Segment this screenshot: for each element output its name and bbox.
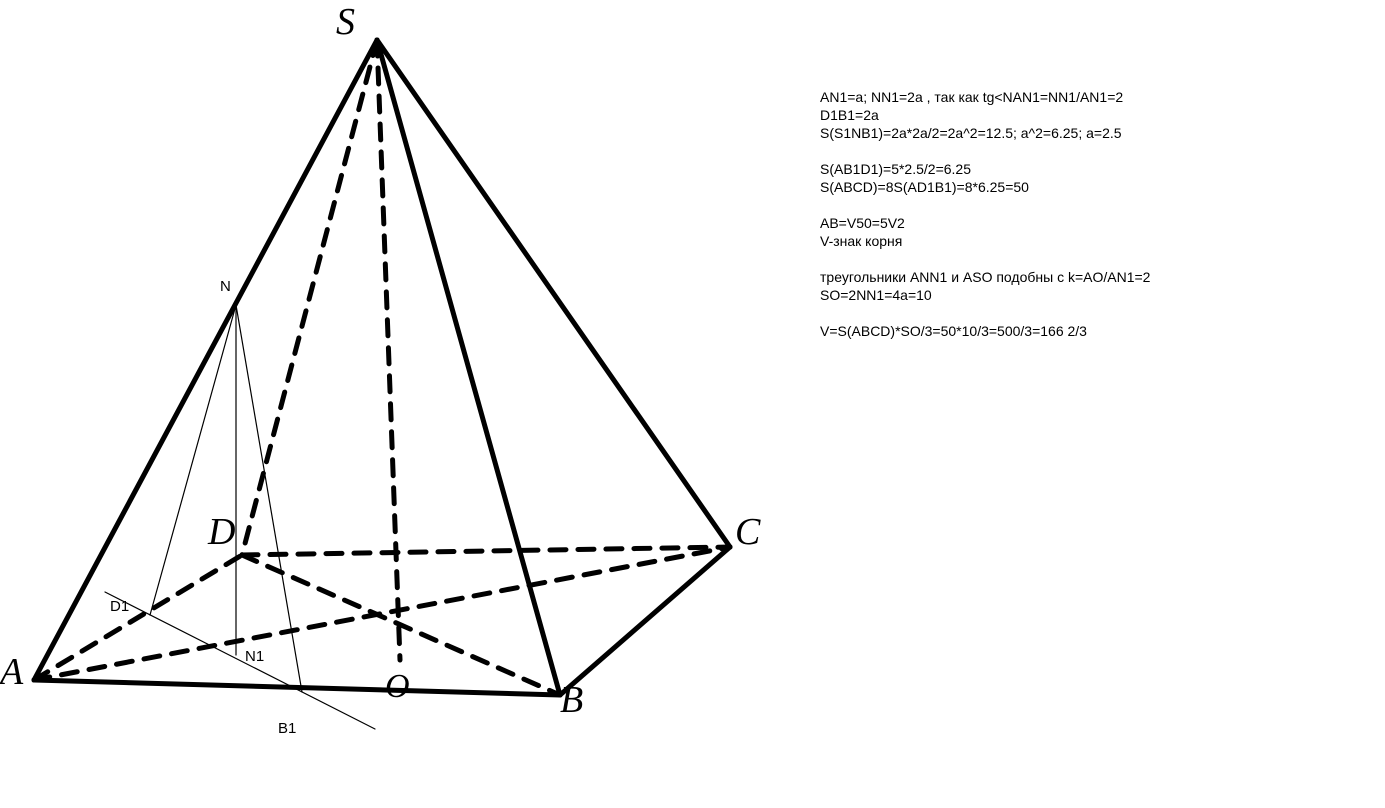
pyramid-diagram [0, 0, 1385, 808]
label-D: D [208, 510, 235, 554]
label-O: O [385, 668, 410, 706]
label-D1: D1 [110, 598, 129, 615]
solution-text: AN1=a; NN1=2a , так как tg<NAN1=NN1/AN1=… [820, 88, 1150, 340]
label-A: A [0, 650, 23, 694]
label-C: C [735, 510, 760, 554]
label-B1: B1 [278, 720, 296, 737]
label-N1: N1 [245, 648, 264, 665]
label-N: N [220, 278, 231, 295]
label-S: S [336, 0, 355, 44]
label-B: B [560, 678, 583, 722]
stage: S A B C D O N N1 D1 B1 AN1=a; NN1=2a , т… [0, 0, 1385, 808]
